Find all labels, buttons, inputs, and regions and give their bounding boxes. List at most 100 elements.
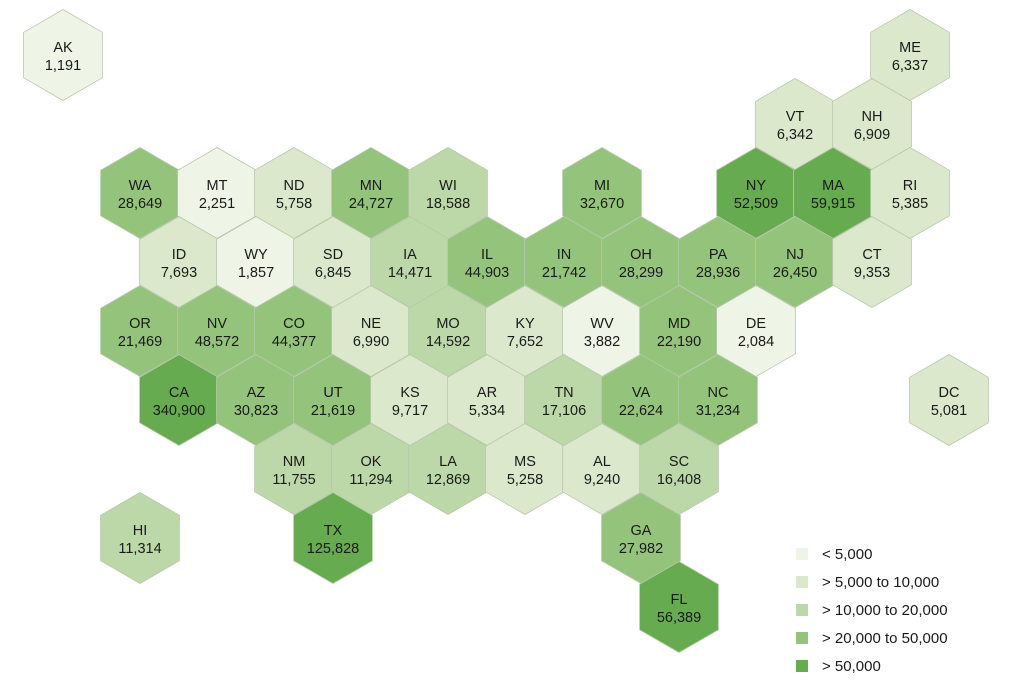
state-abbr: SC	[669, 454, 689, 470]
state-abbr: NY	[746, 178, 766, 194]
state-value: 5,758	[276, 196, 312, 212]
hex-dc: DC 5,081	[909, 354, 989, 446]
state-value: 11,755	[272, 472, 315, 488]
legend: < 5,000 > 5,000 to 10,000 > 10,000 to 20…	[796, 540, 948, 680]
state-value: 6,909	[854, 127, 890, 143]
state-value: 2,084	[738, 334, 774, 350]
state-value: 32,670	[580, 196, 624, 212]
state-abbr: CA	[169, 385, 189, 401]
hex-in: IN 21,742	[524, 216, 604, 308]
state-abbr: WI	[439, 178, 457, 194]
hex-shape	[100, 492, 180, 584]
hex-nh: NH 6,909	[832, 78, 912, 170]
state-abbr: IN	[557, 247, 572, 263]
state-value: 18,588	[426, 196, 470, 212]
hex-de: DE 2,084	[716, 285, 796, 377]
hex-al: AL 9,240	[562, 423, 642, 515]
hex-ky: KY 7,652	[485, 285, 565, 377]
state-value: 30,823	[234, 403, 278, 419]
state-abbr: VT	[786, 109, 805, 125]
state-abbr: AL	[593, 454, 611, 470]
hex-ca: CA 340,900	[139, 354, 219, 446]
state-abbr: MO	[436, 316, 459, 332]
hex-nj: NJ 26,450	[755, 216, 835, 308]
state-abbr: NH	[862, 109, 883, 125]
hex-id: ID 7,693	[139, 216, 219, 308]
state-value: 21,619	[311, 403, 355, 419]
legend-swatch	[796, 632, 808, 644]
state-value: 5,081	[931, 403, 967, 419]
state-abbr: NJ	[786, 247, 804, 263]
hex-az: AZ 30,823	[216, 354, 296, 446]
state-value: 48,572	[195, 334, 239, 350]
hex-shape	[293, 492, 373, 584]
state-value: 1,191	[45, 58, 81, 74]
state-abbr: ID	[172, 247, 187, 263]
state-abbr: MA	[822, 178, 844, 194]
state-value: 1,857	[238, 265, 274, 281]
hex-ny: NY 52,509	[716, 147, 796, 239]
state-value: 12,869	[426, 472, 470, 488]
hex-nc: NC 31,234	[678, 354, 758, 446]
state-abbr: SD	[323, 247, 343, 263]
state-abbr: IA	[403, 247, 417, 263]
hex-pa: PA 28,936	[678, 216, 758, 308]
hex-sc: SC 16,408	[639, 423, 719, 515]
hex-mn: MN 24,727	[331, 147, 411, 239]
legend-item: > 10,000 to 20,000	[796, 596, 948, 624]
state-abbr: ME	[899, 40, 921, 56]
hex-ms: MS 5,258	[485, 423, 565, 515]
legend-label: > 10,000 to 20,000	[822, 601, 948, 619]
hex-ne: NE 6,990	[331, 285, 411, 377]
state-abbr: NM	[283, 454, 306, 470]
state-value: 6,990	[353, 334, 389, 350]
legend-swatch	[796, 548, 808, 560]
state-abbr: AK	[53, 40, 73, 56]
state-value: 11,314	[118, 541, 161, 557]
legend-label: > 5,000 to 10,000	[822, 573, 940, 591]
state-value: 3,882	[584, 334, 620, 350]
hex-co: CO 44,377	[254, 285, 334, 377]
state-value: 26,450	[773, 265, 817, 281]
hex-ks: KS 9,717	[370, 354, 450, 446]
hex-shape	[639, 561, 719, 653]
state-abbr: VA	[632, 385, 651, 401]
hex-wi: WI 18,588	[408, 147, 488, 239]
state-value: 21,742	[542, 265, 586, 281]
state-value: 6,342	[777, 127, 813, 143]
state-abbr: WY	[244, 247, 268, 263]
hex-va: VA 22,624	[601, 354, 681, 446]
hex-or: OR 21,469	[100, 285, 180, 377]
state-abbr: OK	[361, 454, 382, 470]
state-abbr: OH	[630, 247, 652, 263]
state-abbr: UT	[323, 385, 342, 401]
state-value: 59,915	[811, 196, 855, 212]
state-abbr: MT	[207, 178, 228, 194]
state-value: 9,353	[854, 265, 890, 281]
state-abbr: CO	[283, 316, 305, 332]
hex-fl: FL 56,389	[639, 561, 719, 653]
state-abbr: MS	[514, 454, 536, 470]
hex-mo: MO 14,592	[408, 285, 488, 377]
hex-ak: AK 1,191	[23, 9, 103, 101]
hex-shape	[678, 354, 758, 446]
state-abbr: MD	[668, 316, 691, 332]
legend-swatch	[796, 604, 808, 616]
hex-hi: HI 11,314	[100, 492, 180, 584]
legend-label: > 20,000 to 50,000	[822, 629, 948, 647]
state-abbr: OR	[129, 316, 151, 332]
state-abbr: KS	[400, 385, 419, 401]
state-abbr: IL	[481, 247, 493, 263]
state-abbr: WV	[590, 316, 614, 332]
state-value: 17,106	[542, 403, 586, 419]
hex-ct: CT 9,353	[832, 216, 912, 308]
hex-wa: WA 28,649	[100, 147, 180, 239]
state-value: 44,377	[272, 334, 316, 350]
state-abbr: AZ	[247, 385, 266, 401]
legend-label: > 50,000	[822, 657, 881, 675]
state-abbr: NE	[361, 316, 381, 332]
state-abbr: TN	[554, 385, 573, 401]
hex-ar: AR 5,334	[447, 354, 527, 446]
state-value: 22,624	[619, 403, 663, 419]
